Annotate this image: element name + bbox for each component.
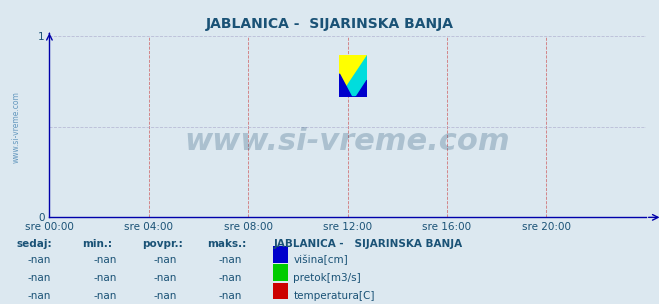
Text: www.si-vreme.com: www.si-vreme.com: [185, 127, 511, 156]
Text: -nan: -nan: [28, 292, 51, 301]
Polygon shape: [339, 74, 352, 97]
Text: višina[cm]: višina[cm]: [293, 255, 348, 265]
Polygon shape: [339, 55, 367, 97]
Text: -nan: -nan: [219, 273, 243, 283]
Text: min.:: min.:: [82, 239, 113, 249]
Text: -nan: -nan: [94, 255, 117, 265]
Text: -nan: -nan: [153, 292, 177, 301]
Text: -nan: -nan: [94, 273, 117, 283]
Text: pretok[m3/s]: pretok[m3/s]: [293, 273, 361, 283]
Text: -nan: -nan: [153, 273, 177, 283]
Text: povpr.:: povpr.:: [142, 239, 183, 249]
Text: -nan: -nan: [219, 255, 243, 265]
Text: -nan: -nan: [94, 292, 117, 301]
Text: -nan: -nan: [219, 292, 243, 301]
Text: www.si-vreme.com: www.si-vreme.com: [12, 91, 21, 163]
Text: maks.:: maks.:: [208, 239, 247, 249]
Text: -nan: -nan: [28, 255, 51, 265]
Text: sedaj:: sedaj:: [16, 239, 52, 249]
Text: JABLANICA -   SIJARINSKA BANJA: JABLANICA - SIJARINSKA BANJA: [273, 239, 463, 249]
Text: temperatura[C]: temperatura[C]: [293, 292, 375, 301]
Text: -nan: -nan: [28, 273, 51, 283]
Text: JABLANICA -  SIJARINSKA BANJA: JABLANICA - SIJARINSKA BANJA: [206, 17, 453, 31]
Polygon shape: [339, 55, 367, 97]
Text: -nan: -nan: [153, 255, 177, 265]
Polygon shape: [339, 80, 367, 97]
